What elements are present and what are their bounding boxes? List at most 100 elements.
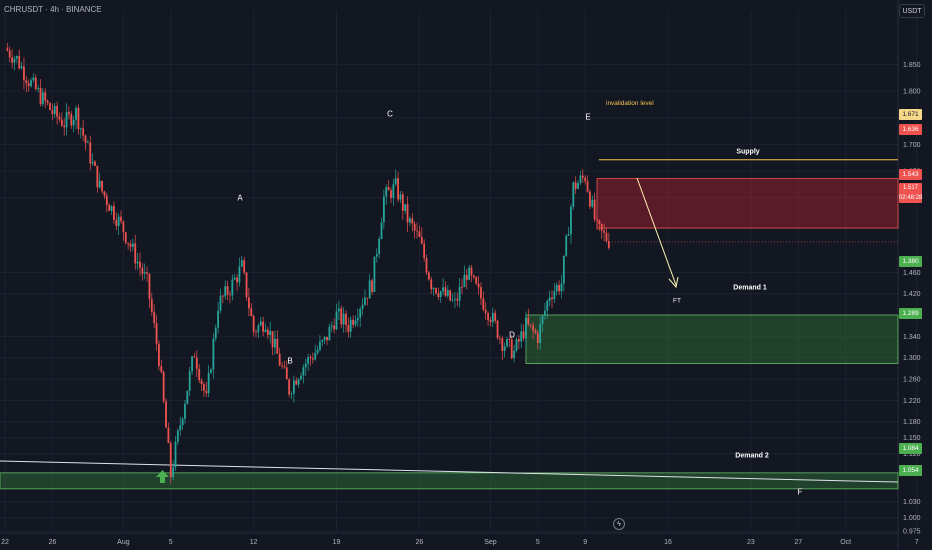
candle-body — [382, 196, 385, 223]
x-tick-label: Aug — [117, 539, 130, 546]
candle-body — [274, 338, 276, 348]
candle-body — [155, 323, 158, 344]
candle-body — [243, 260, 246, 273]
y-tick-label: 1.000 — [903, 515, 921, 522]
candle-body — [404, 204, 407, 211]
candle-body — [413, 223, 416, 231]
candle-body — [335, 311, 338, 330]
candle-body — [283, 366, 286, 368]
candle-body — [574, 182, 577, 189]
x-tick-label: 5 — [169, 539, 173, 546]
candle-body — [6, 48, 9, 51]
candle-body — [489, 320, 492, 323]
x-tick-label: 9 — [583, 539, 587, 546]
candle-body — [214, 327, 217, 339]
candle-body — [264, 329, 267, 332]
candle-body — [536, 332, 539, 344]
candle-body — [259, 321, 262, 326]
candle-body — [596, 219, 598, 221]
candle-body — [567, 234, 570, 236]
candle-body — [534, 330, 537, 333]
candle-body — [210, 369, 212, 373]
candle-body — [122, 221, 125, 233]
candle-body — [98, 180, 101, 188]
candle-body — [333, 325, 336, 330]
candle-body — [162, 371, 165, 402]
candle-body — [480, 287, 482, 299]
candle-body — [27, 83, 30, 87]
y-tick-label: 1.850 — [903, 62, 921, 69]
x-tick-label: 27 — [794, 539, 802, 546]
candle-body — [176, 430, 179, 442]
x-tick-label: 26 — [416, 539, 424, 546]
candle-body — [205, 390, 208, 394]
price-tag-supply-bottom: 1.543 — [899, 169, 922, 180]
candle-body — [354, 320, 357, 325]
candle-body — [20, 66, 23, 69]
candle-body — [345, 313, 347, 326]
candle-body — [423, 243, 426, 258]
candle-body — [158, 343, 160, 367]
candle-body — [442, 287, 444, 292]
candle-body — [105, 195, 108, 205]
candle-body — [340, 308, 343, 325]
candle-body — [49, 103, 51, 111]
candle-body — [472, 275, 475, 278]
candle-body — [525, 317, 527, 339]
candle-body — [330, 325, 333, 327]
x-tick-label: 22 — [1, 539, 9, 546]
candle-countdown: 02:48:28 — [899, 195, 923, 201]
candle-body — [529, 324, 532, 326]
candle-body — [510, 339, 513, 359]
candle-body — [387, 187, 390, 191]
candle-body — [591, 199, 594, 207]
candle-body — [179, 425, 182, 431]
candle-body — [65, 112, 68, 128]
candle-body — [18, 56, 21, 69]
candle-body — [292, 380, 295, 394]
trendline — [0, 460, 899, 483]
demand-2-zone — [0, 472, 899, 490]
x-tick-label: 5 — [536, 539, 540, 546]
candle-body — [565, 235, 568, 256]
price-tag-demand2-top: 1.084 — [899, 443, 922, 454]
candle-body — [558, 284, 561, 292]
candle-body — [323, 336, 326, 341]
candle-body — [136, 261, 139, 264]
candle-body — [349, 319, 352, 332]
candle-body — [70, 114, 73, 126]
candle-body — [570, 206, 572, 235]
y-tick-label: 1.150 — [903, 435, 921, 442]
y-tick-label: 1.030 — [903, 499, 921, 506]
candle-body — [110, 206, 113, 211]
candle-body — [319, 341, 321, 350]
lightning-icon[interactable]: ϟ — [613, 518, 625, 530]
candle-body — [432, 288, 435, 290]
y-tick-label: 1.420 — [903, 291, 921, 298]
candle-body — [468, 267, 471, 280]
candle-body — [586, 181, 589, 192]
candle-body — [496, 320, 499, 339]
candle-body — [520, 331, 523, 342]
x-tick-label: Oct — [840, 539, 851, 546]
candle-body — [191, 356, 193, 372]
candle-body — [309, 357, 312, 359]
candle-body — [212, 338, 215, 370]
candle-body — [454, 298, 456, 300]
price-tag-invalidation: 1.671 — [899, 109, 922, 120]
candle-body — [430, 279, 433, 290]
y-tick-label: 1.340 — [903, 334, 921, 341]
currency-button[interactable]: USDT — [899, 4, 925, 18]
candle-body — [579, 175, 582, 183]
candle-body — [250, 308, 253, 317]
candle-body — [266, 329, 269, 335]
supply-zone — [596, 178, 899, 229]
candle-body — [219, 295, 222, 311]
candle-body — [245, 272, 248, 298]
candles — [6, 42, 610, 484]
candle-body — [314, 353, 317, 360]
candle-body — [269, 331, 272, 335]
candle-body — [420, 236, 423, 244]
demand-1-zone — [525, 314, 899, 364]
